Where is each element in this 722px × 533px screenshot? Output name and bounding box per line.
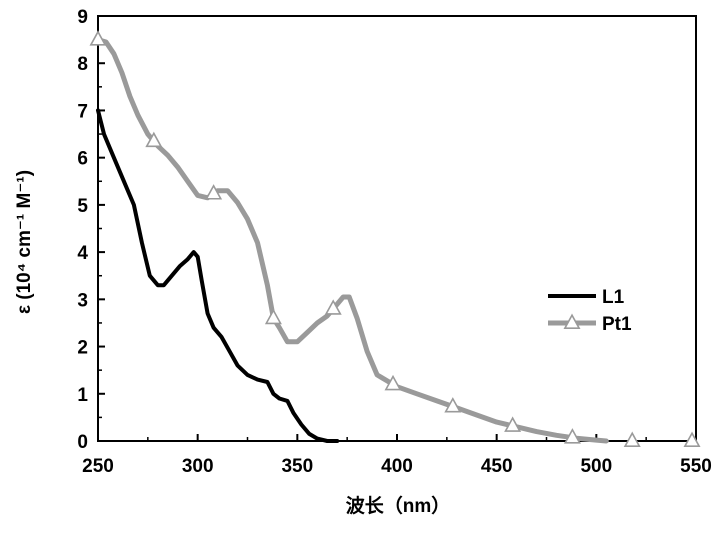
x-tick-label: 300: [182, 456, 214, 477]
y-tick-label: 9: [77, 7, 88, 28]
x-tick-label: 450: [481, 456, 513, 477]
y-axis-title: ε (10⁴ cm⁻¹ M⁻¹): [14, 170, 35, 314]
series-line-l1: [98, 110, 337, 441]
x-axis-title: 波长（nm）: [346, 494, 451, 517]
y-tick-label: 7: [77, 101, 88, 122]
x-tick-label: 500: [580, 456, 612, 477]
axes: 250 300 350 400 450 500 550 0 1 2 3 4 5 6 7 8 9: [77, 7, 711, 477]
x-tick-label: 400: [381, 456, 413, 477]
y-tick-label: 8: [77, 54, 88, 75]
y-tick-label: 4: [77, 243, 88, 264]
plot-frame: [98, 16, 696, 441]
y-tick-label: 6: [77, 149, 88, 170]
y-tick-label: 0: [77, 432, 88, 453]
series-marker-pt1: [266, 310, 280, 323]
y-tick-label: 1: [77, 385, 88, 406]
x-tick-label: 550: [680, 456, 712, 477]
legend-label-l1: L1: [602, 287, 625, 308]
y-tick-label: 5: [77, 196, 88, 217]
series-pt1: [91, 32, 699, 446]
series-marker-pt1: [685, 433, 699, 446]
legend-label-pt1: Pt1: [602, 314, 632, 335]
x-tick-label: 350: [281, 456, 313, 477]
legend: L1Pt1: [548, 287, 632, 335]
series-marker-pt1: [91, 32, 105, 45]
series-layer: [91, 32, 699, 446]
y-tick-label: 3: [77, 290, 88, 311]
series-marker-pt1: [625, 433, 639, 446]
series-l1: [98, 110, 337, 441]
y-tick-label: 2: [77, 338, 88, 359]
x-tick-label: 250: [82, 456, 114, 477]
series-line-pt1: [98, 40, 606, 441]
